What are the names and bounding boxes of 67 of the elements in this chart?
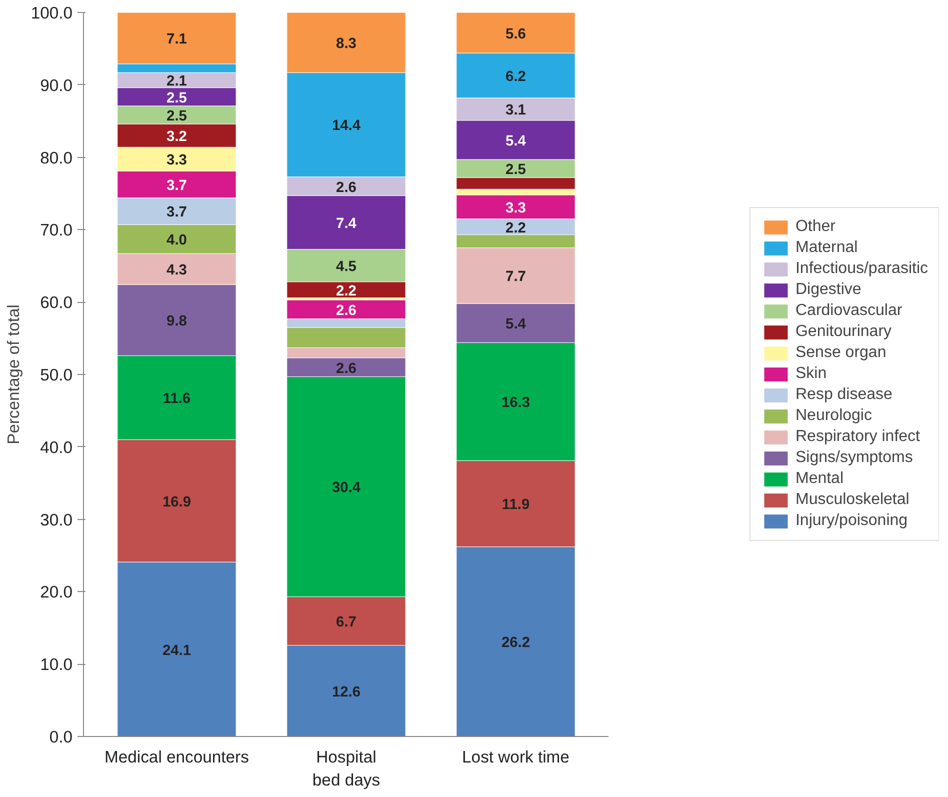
data-label: 3.1 <box>506 102 526 119</box>
data-label: 2.1 <box>166 74 187 90</box>
data-label: 30.4 <box>332 480 362 496</box>
data-label: 11.9 <box>502 497 530 514</box>
data-label: 2.5 <box>506 162 526 178</box>
data-label: 5.4 <box>506 133 527 150</box>
data-label: 26.2 <box>501 635 530 652</box>
data-label: 16.3 <box>501 395 530 412</box>
y-tick-label: 10.0 <box>40 655 73 674</box>
legend-label: Other <box>795 218 836 236</box>
legend-label: Injury/poisoning <box>795 512 908 530</box>
y-tick-label: 100.0 <box>30 4 73 22</box>
legend-label: Digestive <box>795 281 862 299</box>
data-label: 2.6 <box>336 180 356 196</box>
data-label: 3.2 <box>166 129 187 146</box>
data-label: 2.2 <box>506 220 526 236</box>
data-label: 14.4 <box>332 118 362 134</box>
data-label: 2.6 <box>336 302 356 319</box>
data-label: 4.3 <box>166 262 187 279</box>
data-label: 2.2 <box>336 283 356 300</box>
data-label: 11.6 <box>162 391 191 408</box>
x-tick-label: Medical encounters <box>104 748 249 766</box>
data-label: 12.6 <box>332 684 360 700</box>
data-label: 3.3 <box>506 200 526 216</box>
y-tick-label: 20.0 <box>40 582 73 602</box>
data-label: 2.6 <box>336 360 356 377</box>
legend-label: Resp disease <box>795 386 892 404</box>
legend-label: Sense organ <box>795 344 886 362</box>
y-tick-label: 30.0 <box>40 510 73 530</box>
legend-label: Musculoskeletal <box>795 491 910 509</box>
data-label: 7.1 <box>166 32 187 48</box>
y-tick-label: 90.0 <box>40 76 73 95</box>
legend-label: Respiratory infect <box>795 428 920 446</box>
data-label: 2.5 <box>166 90 187 106</box>
x-tick-label: Hospital bed days <box>312 748 380 790</box>
data-label: 5.4 <box>506 316 527 333</box>
y-tick-label: 50.0 <box>40 366 73 384</box>
x-tick-label: Lost work time <box>462 748 570 766</box>
legend-label: Genitourinary <box>795 323 892 341</box>
data-label: 9.8 <box>166 314 187 330</box>
data-label: 4.0 <box>166 232 187 249</box>
data-label: 6.2 <box>506 68 526 85</box>
data-label: 3.7 <box>166 204 187 221</box>
y-tick-label: 60.0 <box>40 293 73 312</box>
legend-label: Neurologic <box>795 407 872 425</box>
y-tick-label: 40.0 <box>40 438 73 457</box>
data-label: 6.7 <box>336 614 356 631</box>
legend-label: Mental <box>795 470 844 488</box>
data-label: 7.7 <box>506 269 526 286</box>
data-label: 7.4 <box>336 216 358 232</box>
data-label: 3.7 <box>166 178 187 194</box>
y-tick-label: 80.0 <box>40 148 73 168</box>
data-label: 8.3 <box>336 36 356 52</box>
legend-label: Cardiovascular <box>795 302 902 320</box>
data-label: 16.9 <box>162 494 191 510</box>
legend-label: Skin <box>795 365 827 383</box>
legend-label: Maternal <box>795 239 858 257</box>
y-tick-label: 0.0 <box>49 728 72 746</box>
data-label: 5.6 <box>506 26 526 42</box>
data-label: 24.1 <box>162 642 191 659</box>
legend-label: Infectious/parasitic <box>795 260 928 278</box>
data-label: 3.3 <box>166 152 187 169</box>
data-label: 2.5 <box>166 108 187 124</box>
y-axis-title: Percentage of total <box>4 304 23 444</box>
y-tick-label: 70.0 <box>40 220 73 240</box>
legend-label: Signs/symptoms <box>795 449 913 467</box>
data-label: 4.5 <box>336 259 356 276</box>
